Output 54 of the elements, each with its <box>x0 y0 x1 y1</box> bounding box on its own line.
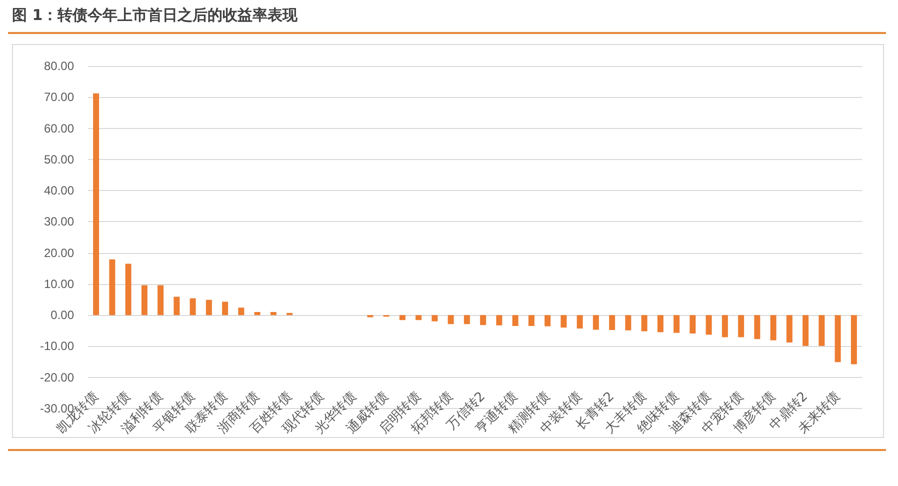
bar <box>416 315 422 320</box>
y-tick-label: 40.00 <box>44 184 74 198</box>
chart-title: 图 1：转债今年上市首日之后的收益率表现 <box>12 6 298 25</box>
bar <box>738 315 744 338</box>
bar <box>625 315 632 330</box>
y-tick-label: 70.00 <box>44 90 74 104</box>
bar <box>270 312 276 316</box>
bar <box>399 315 406 320</box>
bar <box>528 315 534 326</box>
y-tick-label: -20.00 <box>40 370 74 384</box>
bar <box>560 315 567 328</box>
bar <box>141 285 148 316</box>
bar <box>109 259 116 316</box>
y-tick-label: 30.00 <box>44 214 74 229</box>
y-tick-label: 20.00 <box>44 246 74 260</box>
bar <box>657 315 664 332</box>
bar <box>448 315 454 324</box>
y-tick-label: 0.00 <box>50 308 74 322</box>
bar <box>286 312 293 316</box>
bar <box>609 315 616 330</box>
bar <box>850 315 857 364</box>
bar <box>674 315 680 333</box>
bar <box>722 315 728 338</box>
bar <box>480 315 486 326</box>
y-tick-label: 50.00 <box>44 152 74 166</box>
bar <box>93 93 100 316</box>
bar <box>754 315 760 340</box>
bar <box>818 315 825 346</box>
y-tick-label: -10.00 <box>40 339 74 354</box>
bar <box>158 285 164 316</box>
bar <box>174 296 180 316</box>
y-tick-label: 10.00 <box>44 276 74 291</box>
bar <box>592 315 599 330</box>
bar <box>544 315 551 326</box>
bar <box>576 315 583 328</box>
bar <box>770 315 776 340</box>
bar <box>496 315 502 326</box>
bar <box>706 315 712 335</box>
bar <box>512 315 518 326</box>
bar <box>125 264 132 316</box>
bar <box>190 298 196 316</box>
bar <box>641 315 648 332</box>
bar <box>254 312 260 316</box>
bar <box>222 302 228 316</box>
bar <box>464 315 470 324</box>
bar <box>690 315 696 334</box>
bar <box>238 308 244 316</box>
bar <box>206 300 212 316</box>
y-tick-label: 80.00 <box>44 59 74 73</box>
bar <box>802 315 809 346</box>
y-tick-label: 60.00 <box>44 121 74 136</box>
bar <box>786 315 792 342</box>
bar <box>834 315 841 362</box>
bar <box>432 315 438 322</box>
